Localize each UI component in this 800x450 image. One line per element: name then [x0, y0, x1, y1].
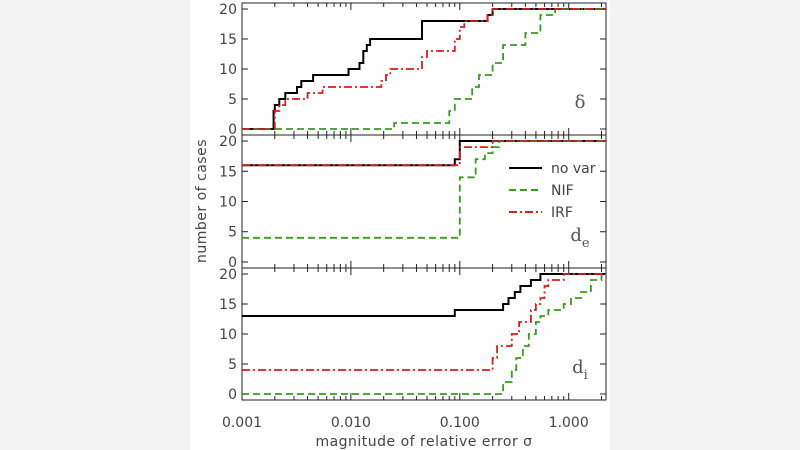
series-nif-line	[242, 273, 606, 395]
panel-frame	[241, 134, 607, 269]
panel-2: 0 5 10 15 20 de	[219, 134, 607, 271]
panel-label-subscript: i	[584, 368, 588, 383]
series-nif-line	[242, 140, 606, 239]
y-tick-label: 15	[219, 32, 237, 48]
y-axis-title: number of cases	[194, 139, 210, 263]
y-tick-label: 10	[219, 327, 237, 343]
series-nif-line	[242, 8, 606, 130]
legend: no var NIF IRF	[509, 161, 596, 221]
x-tick-label: 0.100	[440, 415, 480, 431]
series-irf-line	[242, 140, 606, 167]
legend-label-nif: NIF	[551, 183, 574, 199]
chart-svg: 0 5 10 15 20 δ 0 5 10 15 20 de 0 5 10 15 20 di no var NIF IR…	[194, 2, 607, 450]
y-tick-label: 0	[228, 255, 237, 271]
series-irf-line	[242, 273, 606, 371]
x-tick-label: 0.010	[331, 415, 371, 431]
y-tick-label: 0	[228, 387, 237, 403]
panel-frame	[241, 267, 607, 401]
panel-1: 0 5 10 15 20 δ	[219, 2, 607, 138]
panel-label: di	[572, 357, 588, 383]
x-tick-label: 0.001	[222, 415, 262, 431]
series-no-var-line	[242, 8, 606, 130]
y-tick-label: 0	[228, 122, 237, 138]
y-tick-label: 20	[219, 2, 237, 18]
panel-3: 0 5 10 15 20 di	[219, 267, 607, 403]
panel-frame	[241, 2, 607, 136]
y-tick-label: 5	[228, 357, 237, 373]
y-tick-label: 10	[219, 195, 237, 211]
series-irf-line	[242, 8, 606, 130]
panel-label: de	[570, 225, 590, 251]
y-tick-label: 20	[219, 267, 237, 283]
legend-label-no-var: no var	[551, 161, 596, 177]
y-tick-label: 15	[219, 164, 237, 180]
y-tick-label: 15	[219, 297, 237, 313]
x-axis-title: magnitude of relative error σ	[315, 434, 532, 450]
panel-label: δ	[575, 92, 586, 113]
figure-canvas: 0 5 10 15 20 δ 0 5 10 15 20 de 0 5 10 15 20 di no var NIF IR…	[190, 0, 610, 450]
series-no-var-line	[242, 273, 606, 317]
panel-label-subscript: e	[582, 236, 590, 251]
y-tick-label: 20	[219, 134, 237, 150]
y-tick-label: 10	[219, 62, 237, 78]
legend-label-irf: IRF	[551, 205, 573, 221]
x-tick-label: 1.000	[549, 415, 589, 431]
y-tick-label: 5	[228, 92, 237, 108]
y-tick-label: 5	[228, 225, 237, 241]
